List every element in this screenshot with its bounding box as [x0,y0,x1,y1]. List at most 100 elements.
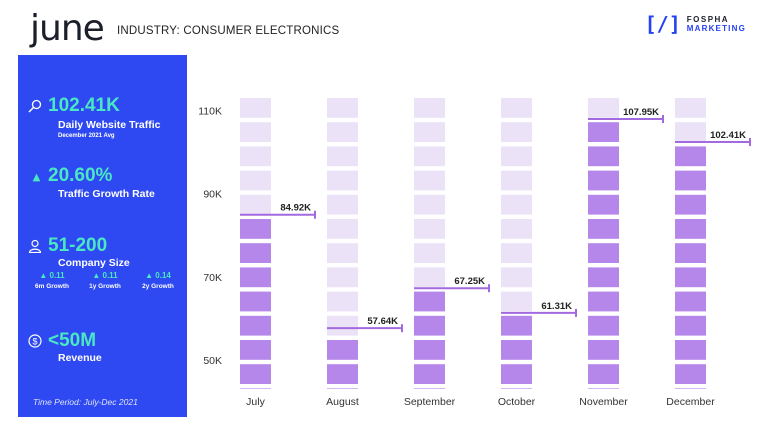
growth-6m-label: 6m Growth [35,283,69,290]
bar-segment [588,340,619,360]
bar-segment [414,243,445,263]
bar-segment [414,267,445,288]
bar-segment [675,291,706,312]
bar-segment [414,194,445,215]
bar-segment [327,388,358,389]
bar-segment [588,219,619,239]
bar-segment [501,267,532,288]
bar-segment [327,291,358,312]
bar-segment [675,267,706,288]
bar-segment [588,243,619,263]
bar-segment [414,364,445,384]
bar-segment [588,98,619,118]
growth-2y-label: 2y Growth [142,283,174,290]
bar-segment [240,388,271,389]
y-tick-label: 90K [203,189,222,201]
bar-segment [588,170,619,191]
bar-segment [240,194,271,215]
svg-text:$: $ [32,337,37,347]
bar-segment [501,194,532,215]
bar-segment [240,219,271,239]
bar-segment [588,194,619,215]
revenue-value: <50M [48,330,97,351]
logo-line2: MARKETING [686,24,746,33]
bar-segment [501,98,532,118]
bar-segment [675,98,706,118]
bar-segment [327,364,358,384]
bar-segment [588,267,619,288]
dollar-coin-icon: $ [28,334,42,348]
y-tick-label: 110K [198,105,222,117]
triangle-up-icon [32,173,41,182]
bar-segment [588,122,619,142]
industry-label: INDUSTRY: CONSUMER ELECTRONICS [117,25,340,37]
fospha-logo: [/] FOSPHA MARKETING [645,12,746,36]
x-tick-label: July [246,396,265,408]
x-tick-label: August [326,396,359,408]
x-tick-label: December [666,396,715,408]
magnifier-icon [28,99,42,113]
revenue-label: Revenue [58,352,102,364]
x-tick-label: September [404,396,456,408]
bar-segment [414,98,445,118]
time-period: Time Period: July-Dec 2021 [33,397,138,407]
data-label: 102.41K [710,130,746,141]
bar-segment [327,122,358,142]
bar-segment [675,170,706,191]
growth-2y-value: ▲ 0.14 [145,271,171,280]
brand-logo: june [30,8,105,49]
bar-segment [240,340,271,360]
bar-segment [414,291,445,312]
bar-segment [240,267,271,288]
growth-6m-value: ▲ 0.11 [39,271,65,280]
fospha-mark-icon: [/] [644,12,681,36]
data-label: 57.64K [367,316,398,327]
traffic-value: 102.41K [48,95,120,116]
bar-segment [327,243,358,263]
growth-1y-value: ▲ 0.11 [92,271,118,280]
bar-segment [240,291,271,312]
metrics-panel: 102.41K Daily Website Traffic December 2… [18,55,187,417]
bar-segment [675,388,706,389]
bar-segment [675,364,706,384]
bar-segment [501,388,532,389]
growth-value: 20.60% [48,165,113,186]
bar-segment [501,243,532,263]
traffic-label: Daily Website Traffic [58,119,161,131]
data-label: 61.31K [541,301,572,312]
logo-line1: FOSPHA [686,15,730,24]
bar-segment [327,98,358,118]
bar-segment [414,170,445,191]
bar-segment [414,315,445,336]
bar-segment [675,340,706,360]
bar-segment [588,291,619,312]
traffic-sub: December 2021 Avg [58,133,115,139]
bar-segment [588,388,619,389]
bar-segment [327,315,358,336]
bar-segment [675,243,706,263]
growth-label: Traffic Growth Rate [58,188,155,200]
bar-segment [327,267,358,288]
growth-1y-label: 1y Growth [89,283,121,290]
bar-segment [327,219,358,239]
bar-segment [588,146,619,167]
data-label: 84.92K [280,203,311,214]
y-tick-label: 50K [203,355,222,367]
bar-segment [588,364,619,384]
traffic-bar-chart: 50K 70K 90K 110K 84.92K July 57.64K August 67.25… [188,55,768,417]
bar-segment [240,243,271,263]
bar-segment [327,194,358,215]
bar-segment [327,146,358,167]
bar-segment [675,146,706,167]
bar-segment [501,146,532,167]
bar-segment [501,170,532,191]
bar-segment [240,122,271,142]
person-icon [28,239,42,253]
bar-segment [240,315,271,336]
bar-segment [414,122,445,142]
bar-segment [240,146,271,167]
bar-segment [675,219,706,239]
company-size-label: Company Size [58,257,130,269]
chart-canvas: 50K 70K 90K 110K 84.92K July 57.64K August 67.25… [198,98,751,408]
bar-segment [327,170,358,191]
